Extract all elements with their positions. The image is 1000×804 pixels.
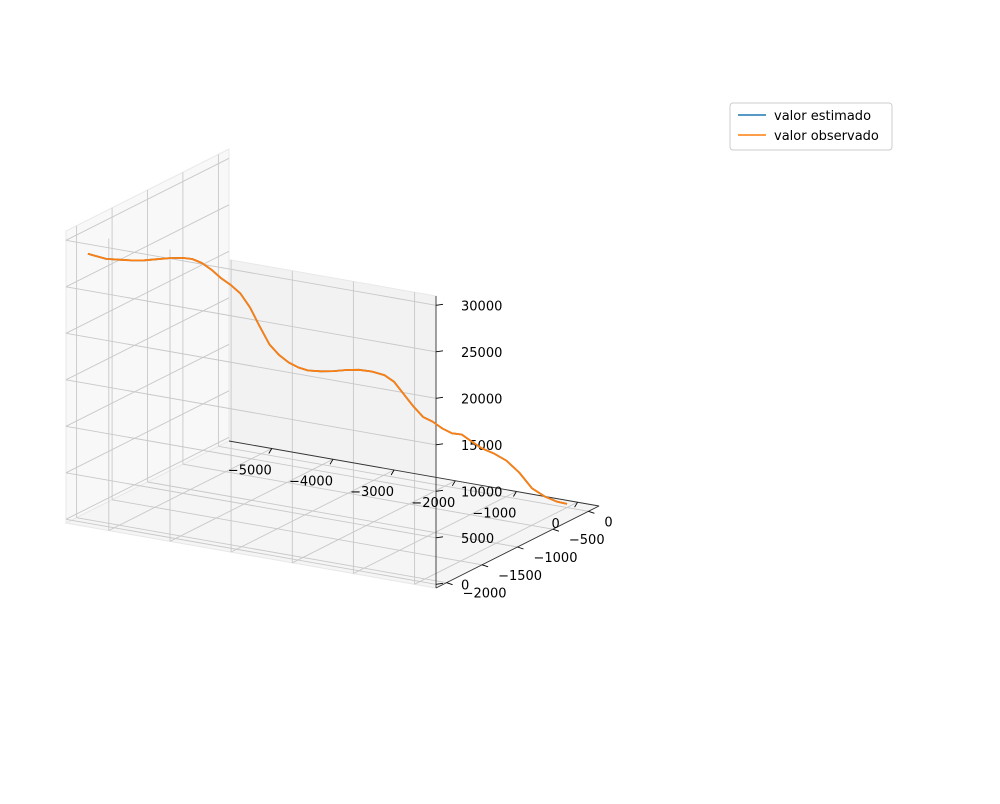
tick-marks	[268, 303, 595, 586]
grid-y-floor	[112, 499, 483, 566]
x-tick-label: −1000	[472, 507, 516, 522]
x-tick	[513, 491, 517, 497]
grid-z-back	[65, 425, 437, 492]
grid-y-floor	[76, 517, 447, 584]
z-tick	[435, 350, 444, 353]
x-tick	[574, 501, 578, 508]
y-tick-label: −500	[569, 533, 605, 548]
grid-z-left	[65, 204, 230, 288]
z-tick-label: 0	[461, 578, 469, 593]
legend: valor estimado valor observado	[729, 102, 893, 151]
series-line-valor-observado	[87, 252, 568, 505]
grid-z-back	[65, 472, 437, 539]
grid-y-floor	[182, 463, 553, 530]
x-axis-line	[228, 440, 600, 507]
z-tick-label: 10000	[461, 485, 502, 500]
legend-label-valor-estimado: valor estimado	[774, 109, 871, 124]
z-tick	[435, 536, 444, 539]
grid-z-left	[65, 157, 230, 241]
y-tick	[446, 582, 453, 586]
z-tick-label: 15000	[461, 439, 502, 454]
x-tick-label: −4000	[289, 474, 333, 489]
z-tick-label: 5000	[461, 532, 494, 547]
legend-label-valor-observado: valor observado	[774, 129, 879, 144]
x-tick-label: −3000	[350, 485, 394, 500]
grid-z-left	[65, 297, 230, 381]
z-tick	[435, 396, 444, 399]
grid-z-left	[65, 390, 230, 474]
y-tick	[481, 564, 489, 568]
x-tick	[451, 480, 456, 487]
z-tick-label: 25000	[461, 346, 502, 361]
z-tick	[435, 489, 444, 492]
y-tick	[588, 510, 595, 514]
x-tick	[329, 459, 334, 465]
x-tick-label: 0	[551, 517, 559, 532]
axis-panes	[64, 148, 601, 589]
grid-z-back	[65, 332, 437, 399]
x-tick	[268, 448, 273, 454]
y-tick-label: −2000	[463, 587, 507, 602]
legend-frame	[729, 102, 893, 151]
tick-labels: −5000 −4000 −3000 −2000 −1000 0 0 −500 −1000 −150…	[228, 299, 613, 601]
grid-y-floor	[218, 445, 589, 512]
y-tick	[552, 528, 560, 532]
grid-z-back	[65, 286, 437, 353]
z-tick	[435, 443, 444, 446]
y-tick-label: 0	[604, 515, 612, 530]
x-tick	[390, 469, 395, 476]
grid-z-back	[65, 379, 437, 446]
y-tick-label: −1500	[498, 569, 542, 584]
z-tick-label: 30000	[461, 299, 502, 314]
grid-lines	[65, 154, 589, 585]
z-tick-label: 20000	[461, 392, 502, 407]
z-tick	[435, 303, 444, 306]
grid-z-left	[65, 343, 230, 427]
grid-z-back	[65, 518, 437, 585]
series-lines	[87, 252, 568, 505]
grid-z-left	[65, 250, 230, 334]
y-tick-label: −1000	[534, 551, 578, 566]
x-tick-label: −5000	[228, 464, 272, 479]
grid-y-floor	[147, 481, 518, 548]
y-tick	[517, 546, 524, 550]
z-tick	[435, 582, 444, 585]
grid-z-back	[65, 239, 437, 306]
grid-z-left	[65, 436, 230, 520]
x-tick-label: −2000	[411, 496, 455, 511]
